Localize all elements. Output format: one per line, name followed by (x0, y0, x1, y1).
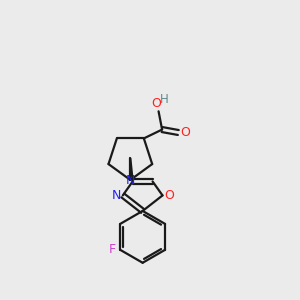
Text: H: H (160, 93, 169, 106)
Text: O: O (164, 189, 174, 202)
Text: O: O (151, 97, 161, 110)
Text: F: F (108, 243, 116, 256)
Text: N: N (126, 174, 135, 187)
Text: N: N (112, 189, 121, 202)
Text: O: O (180, 126, 190, 139)
